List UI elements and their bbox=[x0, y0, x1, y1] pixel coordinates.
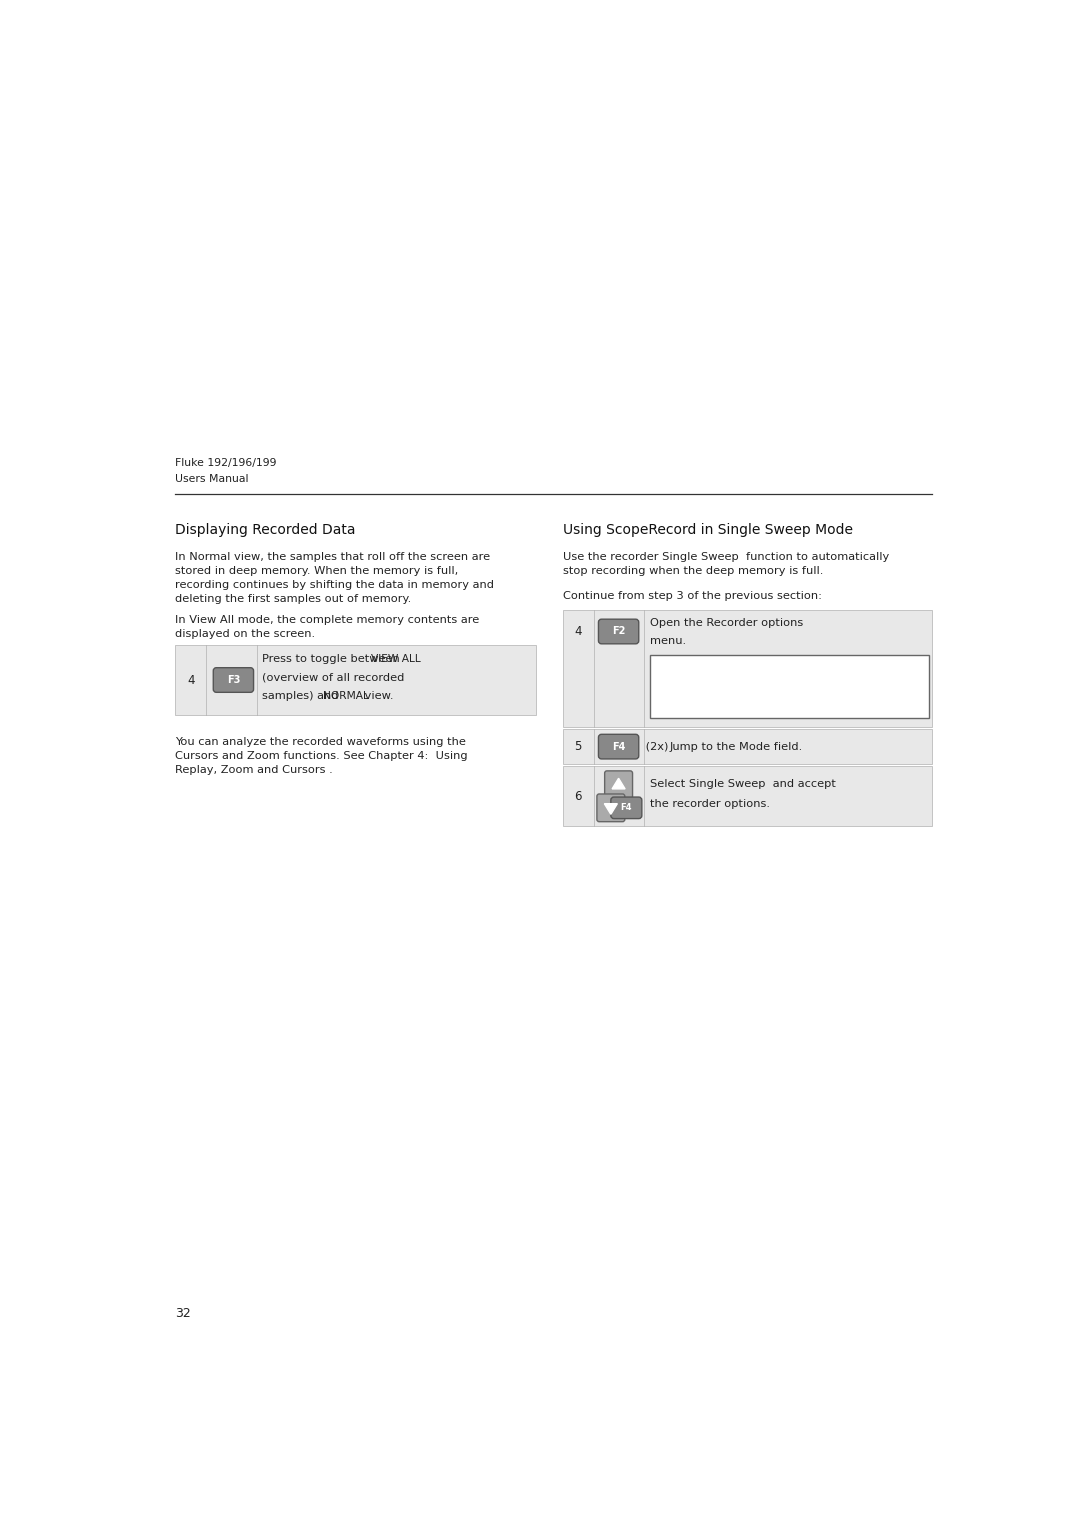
Text: F3: F3 bbox=[227, 675, 240, 685]
Text: samples) and: samples) and bbox=[262, 691, 342, 701]
Text: 32: 32 bbox=[175, 1306, 191, 1320]
Text: NORMAL: NORMAL bbox=[323, 691, 368, 701]
Text: Users Manual: Users Manual bbox=[175, 474, 248, 484]
Text: F4: F4 bbox=[612, 741, 625, 752]
FancyBboxPatch shape bbox=[598, 735, 638, 759]
Text: 6: 6 bbox=[575, 790, 582, 802]
Text: the recorder options.: the recorder options. bbox=[649, 799, 770, 808]
Text: (2x): (2x) bbox=[642, 741, 669, 752]
FancyBboxPatch shape bbox=[563, 766, 932, 827]
Text: 4: 4 bbox=[187, 674, 194, 686]
Text: F4: F4 bbox=[621, 804, 632, 813]
FancyBboxPatch shape bbox=[213, 668, 254, 692]
FancyBboxPatch shape bbox=[611, 798, 642, 819]
Text: view.: view. bbox=[361, 691, 393, 701]
Text: Fluke 192/196/199: Fluke 192/196/199 bbox=[175, 458, 276, 468]
Text: Jump to the Mode field.: Jump to the Mode field. bbox=[670, 741, 804, 752]
Text: 5: 5 bbox=[575, 740, 582, 753]
Text: 4: 4 bbox=[575, 625, 582, 639]
Text: Press to toggle between: Press to toggle between bbox=[262, 654, 404, 663]
FancyBboxPatch shape bbox=[605, 770, 633, 799]
Text: In View All mode, the complete memory contents are
displayed on the screen.: In View All mode, the complete memory co… bbox=[175, 616, 480, 639]
Text: Using ScopeRecord in Single Sweep Mode: Using ScopeRecord in Single Sweep Mode bbox=[563, 523, 853, 536]
Text: F2: F2 bbox=[612, 626, 625, 637]
FancyBboxPatch shape bbox=[597, 795, 625, 822]
Text: Open the Recorder options: Open the Recorder options bbox=[649, 617, 802, 628]
Text: menu.: menu. bbox=[649, 636, 686, 646]
Text: In Normal view, the samples that roll off the screen are
stored in deep memory. : In Normal view, the samples that roll of… bbox=[175, 552, 495, 604]
Text: Displaying Recorded Data: Displaying Recorded Data bbox=[175, 523, 355, 536]
Text: (overview of all recorded: (overview of all recorded bbox=[262, 672, 405, 683]
Polygon shape bbox=[612, 778, 625, 788]
FancyBboxPatch shape bbox=[563, 729, 932, 764]
FancyBboxPatch shape bbox=[649, 654, 930, 718]
Text: You can analyze the recorded waveforms using the
Cursors and Zoom functions. See: You can analyze the recorded waveforms u… bbox=[175, 736, 468, 775]
Text: Select Single Sweep  and accept: Select Single Sweep and accept bbox=[649, 779, 836, 788]
Polygon shape bbox=[605, 804, 618, 814]
FancyBboxPatch shape bbox=[175, 645, 536, 715]
FancyBboxPatch shape bbox=[598, 619, 638, 643]
Text: Continue from step 3 of the previous section:: Continue from step 3 of the previous sec… bbox=[563, 591, 822, 601]
Text: Use the recorder Single Sweep  function to automatically
stop recording when the: Use the recorder Single Sweep function t… bbox=[563, 552, 889, 576]
Text: VIEW ALL: VIEW ALL bbox=[372, 654, 421, 663]
FancyBboxPatch shape bbox=[563, 610, 932, 727]
